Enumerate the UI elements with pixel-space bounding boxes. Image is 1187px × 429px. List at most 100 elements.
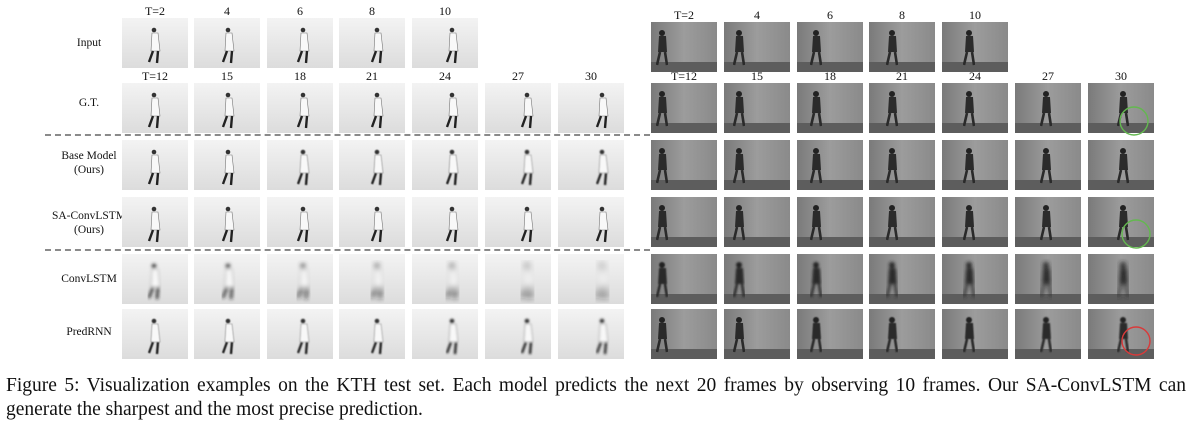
time-label-left: 10 <box>439 4 451 18</box>
right-frame <box>869 140 935 190</box>
left-frame <box>412 18 478 68</box>
time-label-left: 24 <box>439 69 451 83</box>
right-frame <box>797 254 863 304</box>
figure-caption: Figure 5: Visualization examples on the … <box>6 375 1186 420</box>
left-frame <box>558 254 624 304</box>
left-frame <box>485 140 551 190</box>
left-frame <box>267 140 333 190</box>
left-frame <box>194 18 260 68</box>
left-frame <box>267 309 333 359</box>
left-frame <box>267 197 333 247</box>
left-frame <box>558 140 624 190</box>
left-frame <box>339 197 405 247</box>
right-frame <box>1088 140 1154 190</box>
left-frame <box>339 309 405 359</box>
left-frame <box>339 140 405 190</box>
right-frame <box>724 254 790 304</box>
time-label-left: 6 <box>297 4 303 18</box>
row-label-base: Base Model (Ours) <box>34 149 144 177</box>
left-frame <box>339 83 405 133</box>
right-frame <box>942 254 1008 304</box>
right-frame <box>942 309 1008 359</box>
time-label-left: 15 <box>221 69 233 83</box>
right-frame <box>942 197 1008 247</box>
left-frame <box>267 18 333 68</box>
time-label-right: 15 <box>751 69 763 83</box>
left-frame <box>122 197 188 247</box>
left-frame <box>122 140 188 190</box>
right-frame <box>942 140 1008 190</box>
left-frame <box>558 83 624 133</box>
right-frame <box>869 309 935 359</box>
right-frame <box>869 22 935 72</box>
left-frame <box>194 197 260 247</box>
time-label-left: 8 <box>369 4 375 18</box>
time-label-right: 8 <box>899 8 905 22</box>
right-frame <box>724 140 790 190</box>
time-label-left: 21 <box>366 69 378 83</box>
right-frame <box>724 83 790 133</box>
time-label-right: 18 <box>824 69 836 83</box>
left-frame <box>122 83 188 133</box>
time-label-left: 30 <box>585 69 597 83</box>
row-label-line: ConvLSTM <box>61 273 117 285</box>
right-frame <box>1015 140 1081 190</box>
left-frame <box>194 309 260 359</box>
left-frame <box>558 309 624 359</box>
right-frame <box>1088 309 1154 359</box>
row-label-line: PredRNN <box>66 326 112 338</box>
time-label-right: 27 <box>1042 69 1054 83</box>
right-frame <box>942 83 1008 133</box>
time-label-left: 4 <box>224 4 230 18</box>
left-frame <box>485 309 551 359</box>
row-label-line: G.T. <box>78 97 100 109</box>
highlight-circle-saconvlstm <box>1121 219 1151 249</box>
left-frame <box>194 83 260 133</box>
right-frame <box>797 83 863 133</box>
time-label-right: 10 <box>969 8 981 22</box>
row-label-predrnn: PredRNN <box>34 325 144 339</box>
left-frame <box>485 197 551 247</box>
left-frame <box>267 83 333 133</box>
left-frame <box>339 254 405 304</box>
time-label-right: T=2 <box>673 8 695 22</box>
right-frame <box>651 197 717 247</box>
right-frame <box>1015 309 1081 359</box>
right-frame <box>651 309 717 359</box>
time-label-left: T=12 <box>141 69 169 83</box>
right-frame <box>1015 197 1081 247</box>
right-frame <box>797 309 863 359</box>
right-frame <box>651 140 717 190</box>
right-frame <box>797 140 863 190</box>
row-label-input: Input <box>34 36 144 50</box>
right-frame <box>869 83 935 133</box>
right-frame <box>651 83 717 133</box>
dashed-separator <box>45 134 650 136</box>
time-label-right: 6 <box>827 8 833 22</box>
row-label-saconvlstm: SA-ConvLSTM (Ours) <box>34 209 144 237</box>
left-frame <box>267 254 333 304</box>
time-label-left: 18 <box>294 69 306 83</box>
row-label-line: Base Model <box>61 150 117 162</box>
left-frame <box>412 254 478 304</box>
left-frame <box>412 309 478 359</box>
row-label-convlstm: ConvLSTM <box>34 272 144 286</box>
right-frame <box>1015 83 1081 133</box>
left-frame <box>194 254 260 304</box>
right-frame <box>724 22 790 72</box>
right-frame <box>651 254 717 304</box>
dashed-separator <box>45 249 650 251</box>
left-frame <box>412 197 478 247</box>
left-frame <box>412 140 478 190</box>
left-frame <box>485 83 551 133</box>
right-frame <box>797 22 863 72</box>
left-frame <box>339 18 405 68</box>
time-label-right: 21 <box>896 69 908 83</box>
right-frame <box>1015 254 1081 304</box>
time-label-right: 4 <box>754 8 760 22</box>
time-label-right: 30 <box>1115 69 1127 83</box>
right-frame <box>724 197 790 247</box>
highlight-circle-predrnn <box>1121 326 1151 356</box>
right-frame <box>651 22 717 72</box>
row-label-gt: G.T. <box>34 96 144 110</box>
